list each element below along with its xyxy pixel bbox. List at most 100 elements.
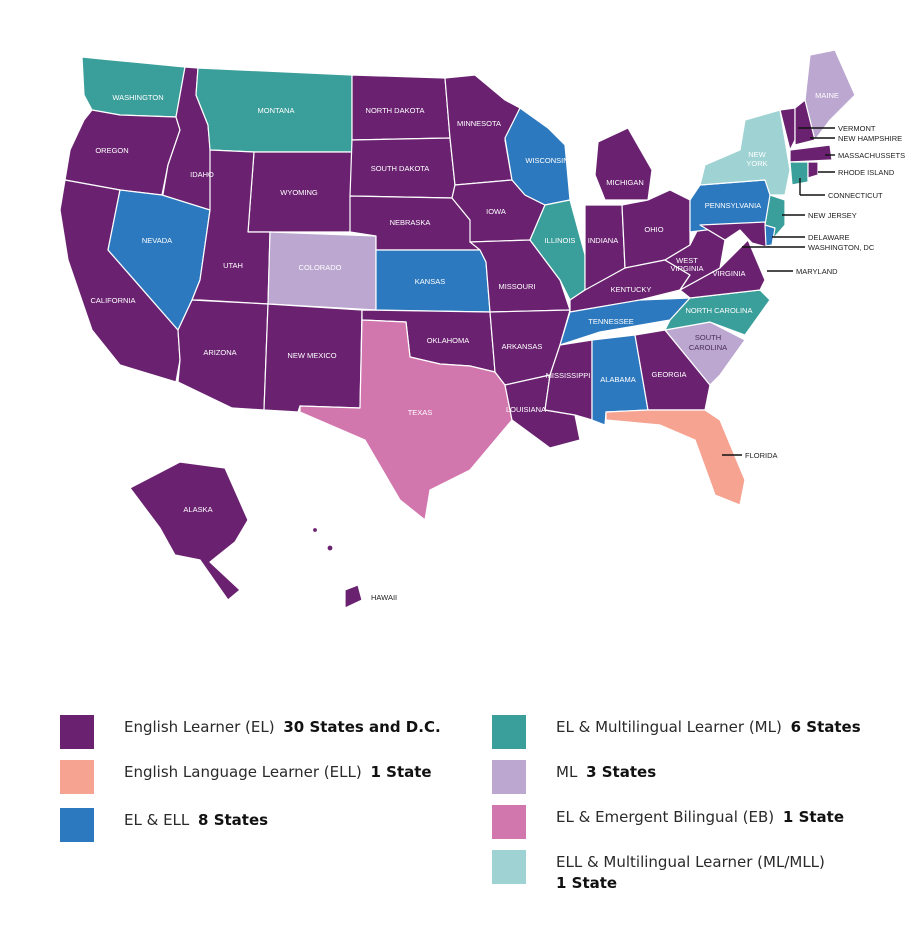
label-wisconsin: WISCONSIN [525,156,568,165]
state-rhode-island [807,161,819,179]
label-california: CALIFORNIA [90,296,135,305]
state-hawaii-islet [311,526,319,534]
legend-count: 1 State [556,874,618,892]
label-virginia: VIRGINIA [713,269,746,278]
label-kentucky: KENTUCKY [611,285,652,294]
callout-new-hampshire: NEW HAMPSHIRE [838,134,902,143]
legend-text: EL & Multilingual Learner (ML) 6 States [556,715,861,738]
label-utah: UTAH [223,261,243,270]
us-state-map: WASHINGTON OREGON CALIFORNIA IDAHO NEVAD… [59,49,905,609]
legend-item-ml: ML 3 States [492,760,892,794]
label-tennessee: TENNESSEE [588,317,633,326]
legend-text: EL & Emergent Bilingual (EB) 1 State [556,805,844,828]
legend-text: EL & ELL 8 States [124,808,268,831]
state-west-virginia [664,224,726,291]
legend-swatch [60,808,94,842]
legend-count: 1 State [782,808,845,826]
legend-item-el: English Learner (EL) 30 States and D.C. [60,715,480,749]
state-new-york [699,109,791,196]
legend-swatch [492,760,526,794]
label-south-dakota: SOUTH DAKOTA [371,164,430,173]
legend-item-el-eb: EL & Emergent Bilingual (EB) 1 State [492,805,892,839]
label-alaska: ALASKA [183,505,212,514]
legend-count: 1 State [370,763,432,781]
legend-count: 30 States and D.C. [283,718,441,736]
label-south-carolina: CAROLINA [689,343,727,352]
label-nevada: NEVADA [142,236,172,245]
label-new-mexico: NEW MEXICO [287,351,336,360]
label-wyoming: WYOMING [280,188,318,197]
label-north-dakota: NORTH DAKOTA [366,106,425,115]
label-north-carolina: NORTH CAROLINA [686,306,753,315]
label-mississippi: MISSISSIPPI [546,371,591,380]
state-delaware [764,224,776,247]
label-minnesota: MINNESOTA [457,119,501,128]
label-nebraska: NEBRASKA [390,218,431,227]
label-hawaii: HAWAII [371,593,397,602]
label-illinois: ILLINOIS [545,236,576,245]
label-iowa: IOWA [486,207,506,216]
label-louisiana: LOUISIANA [506,405,546,414]
label-new-york: YORK [746,159,767,168]
label-montana: MONTANA [258,106,295,115]
legend-count: 3 States [586,763,657,781]
legend-label: EL & ELL [124,811,190,829]
legend-label: English Learner (EL) [124,718,275,736]
callout-delaware: DELAWARE [808,233,850,242]
legend-swatch [60,715,94,749]
state-maine [804,49,856,141]
label-west-virginia: WEST [676,256,698,265]
legend-label: EL & Emergent Bilingual (EB) [556,808,775,826]
legend: English Learner (EL) 30 States and D.C. … [60,700,890,900]
label-idaho: IDAHO [190,170,214,179]
legend-text: English Learner (EL) 30 States and D.C. [124,715,441,738]
state-michigan [594,127,653,201]
label-indiana: INDIANA [588,236,618,245]
state-georgia [634,329,711,411]
callout-connecticut: CONNECTICUT [828,191,883,200]
legend-label: ELL & Multilingual Learner (ML/MLL) [556,853,825,871]
state-alaska [129,461,249,601]
label-maine: MAINE [815,91,839,100]
legend-count: 8 States [198,811,269,829]
legend-text: English Language Learner (ELL) 1 State [124,760,432,783]
state-texas [299,319,513,521]
callout-washington-dc: WASHINGTON, DC [808,243,875,252]
state-washington [81,56,186,118]
label-oklahoma: OKLAHOMA [427,336,470,345]
label-new-york: NEW [748,150,766,159]
legend-item-el-ell: EL & ELL 8 States [60,808,480,842]
callout-florida: FLORIDA [745,451,778,460]
label-missouri: MISSOURI [498,282,535,291]
label-west-virginia: VIRGINIA [671,264,704,273]
legend-swatch [60,760,94,794]
legend-swatch [492,805,526,839]
state-hawaii [344,584,363,609]
state-hawaii-islet [326,544,334,552]
label-colorado: COLORADO [299,263,342,272]
legend-item-el-ml: EL & Multilingual Learner (ML) 6 States [492,715,892,749]
state-florida [605,409,746,506]
callout-rhode-island: RHODE ISLAND [838,168,895,177]
legend-item-ell: English Language Learner (ELL) 1 State [60,760,480,794]
legend-label: ML [556,763,578,781]
callout-new-jersey: NEW JERSEY [808,211,857,220]
label-kansas: KANSAS [415,277,445,286]
legend-swatch [492,850,526,884]
legend-text: ML 3 States [556,760,656,783]
label-texas: TEXAS [408,408,433,417]
label-pennsylvania: PENNSYLVANIA [705,201,761,210]
label-ohio: OHIO [644,225,663,234]
legend-text: ELL & Multilingual Learner (ML/MLL) 1 St… [556,850,886,894]
label-south-carolina: SOUTH [695,333,721,342]
label-michigan: MICHIGAN [606,178,644,187]
legend-label: English Language Learner (ELL) [124,763,362,781]
label-arkansas: ARKANSAS [502,342,543,351]
label-oregon: OREGON [95,146,128,155]
label-washington: WASHINGTON [112,93,163,102]
state-massachusetts [789,144,833,163]
legend-item-ell-ml: ELL & Multilingual Learner (ML/MLL) 1 St… [492,850,892,894]
legend-label: EL & Multilingual Learner (ML) [556,718,782,736]
callout-massachusetts: MASSACHUSSETS [838,151,905,160]
callout-vermont: VERMONT [838,124,876,133]
